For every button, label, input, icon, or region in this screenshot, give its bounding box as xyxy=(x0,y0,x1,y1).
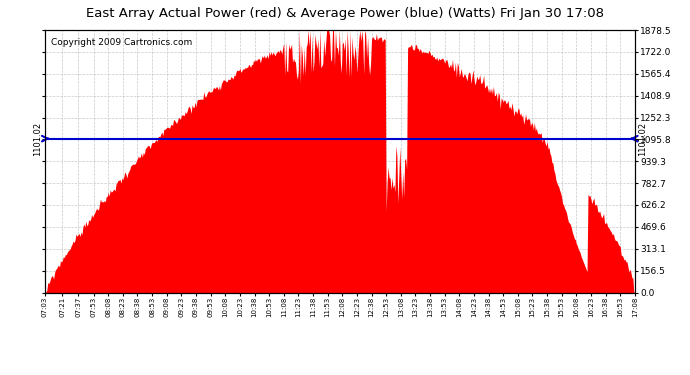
Text: 1101.02: 1101.02 xyxy=(638,122,647,156)
Text: East Array Actual Power (red) & Average Power (blue) (Watts) Fri Jan 30 17:08: East Array Actual Power (red) & Average … xyxy=(86,8,604,21)
Text: Copyright 2009 Cartronics.com: Copyright 2009 Cartronics.com xyxy=(51,38,192,47)
Text: 1101.02: 1101.02 xyxy=(33,122,42,156)
